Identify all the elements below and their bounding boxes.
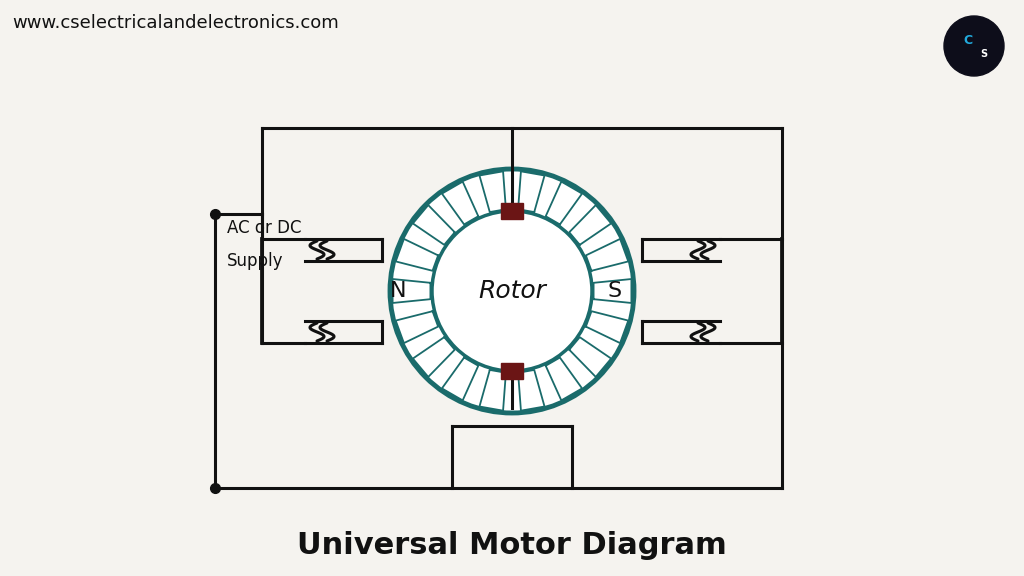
- Polygon shape: [586, 311, 629, 343]
- Text: Universal Motor Diagram: Universal Motor Diagram: [297, 532, 727, 560]
- Text: S: S: [980, 49, 987, 59]
- Polygon shape: [395, 311, 438, 343]
- Polygon shape: [442, 181, 478, 225]
- Polygon shape: [586, 239, 629, 271]
- Polygon shape: [546, 358, 582, 400]
- Polygon shape: [479, 370, 506, 411]
- Polygon shape: [395, 239, 438, 271]
- Text: www.cselectricalandelectronics.com: www.cselectricalandelectronics.com: [12, 14, 339, 32]
- Text: AC or DC: AC or DC: [227, 219, 301, 237]
- Polygon shape: [479, 171, 506, 212]
- Polygon shape: [546, 181, 582, 225]
- Circle shape: [432, 211, 592, 371]
- Text: N: N: [390, 281, 407, 301]
- Circle shape: [390, 169, 634, 413]
- Polygon shape: [413, 205, 455, 245]
- Polygon shape: [569, 337, 611, 377]
- Text: Supply: Supply: [227, 252, 284, 270]
- Polygon shape: [413, 337, 455, 377]
- Bar: [501, 203, 523, 219]
- Polygon shape: [518, 171, 545, 212]
- Polygon shape: [594, 279, 632, 303]
- Polygon shape: [392, 279, 430, 303]
- Bar: [501, 363, 523, 379]
- Polygon shape: [442, 358, 478, 400]
- Text: S: S: [608, 281, 622, 301]
- Polygon shape: [518, 370, 545, 411]
- Circle shape: [944, 16, 1004, 76]
- Polygon shape: [569, 205, 611, 245]
- Text: C: C: [964, 35, 973, 47]
- Text: Rotor: Rotor: [478, 279, 546, 303]
